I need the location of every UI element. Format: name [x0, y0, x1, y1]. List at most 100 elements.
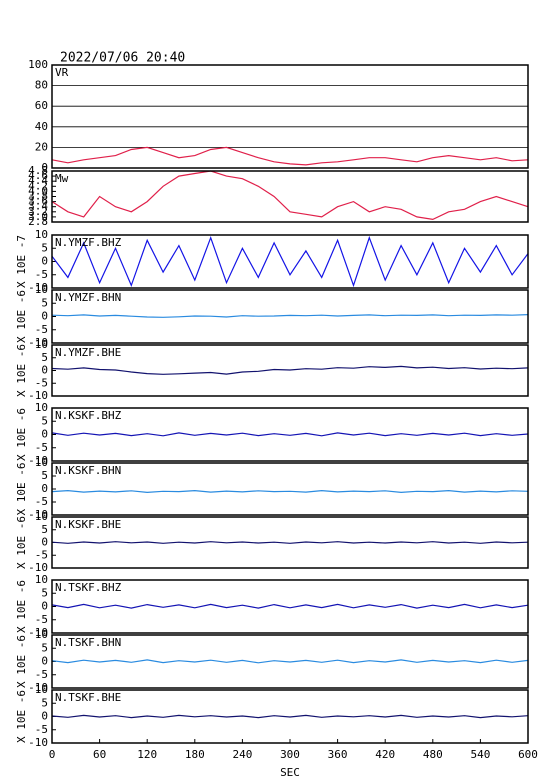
y-tick-label: 0	[41, 600, 48, 613]
y-tick-label: 10	[35, 628, 48, 641]
panel-label: N.TSKF.BHE	[55, 691, 121, 704]
y-tick-label: 0	[41, 710, 48, 723]
y-tick-label: -5	[35, 441, 48, 454]
chart-title: 2022/07/06 20:40	[60, 51, 185, 66]
y-tick-label: -10	[28, 626, 48, 639]
panel-frame	[51, 344, 529, 397]
panel-label: N.TSKF.BHN	[55, 636, 121, 649]
series-line	[51, 365, 529, 375]
y-tick-label: 3.0	[28, 210, 48, 223]
y-tick-label: 5	[41, 586, 48, 599]
x-tick-label: 60	[93, 748, 106, 761]
y-tick-label: -10	[28, 736, 48, 749]
panel-label: N.KSKF.BHE	[55, 518, 121, 531]
y-tick-label: 3.6	[28, 195, 48, 208]
series-line	[51, 541, 529, 544]
y-tick-label: -5	[35, 668, 48, 681]
y-axis-label: X 10E -6	[15, 635, 28, 688]
y-tick-label: -10	[28, 508, 48, 521]
y-tick-label: 0	[41, 428, 48, 441]
y-axis-label: X 10E -7	[15, 235, 28, 288]
y-tick-label: 4.4	[28, 174, 48, 187]
x-tick-label: 360	[328, 748, 348, 761]
y-tick-label: 0	[41, 536, 48, 549]
y-tick-label: -5	[35, 613, 48, 626]
y-tick-label: 60	[35, 99, 48, 112]
y-tick-label: 10	[35, 283, 48, 296]
y-tick-label: -5	[35, 495, 48, 508]
y-tick-label: 40	[35, 120, 48, 133]
y-tick-label: 10	[35, 573, 48, 586]
y-axis-label: X 10E -6	[15, 463, 28, 516]
x-tick-label: 420	[375, 748, 395, 761]
panel-frame	[51, 579, 529, 634]
y-tick-label: 5	[41, 641, 48, 654]
y-tick-label: -5	[35, 548, 48, 561]
series-line	[51, 489, 529, 494]
y-tick-label: 10	[35, 683, 48, 696]
panel-frame	[51, 234, 529, 289]
y-tick-label: 3.8	[28, 190, 48, 203]
y-tick-label: 3.2	[28, 205, 48, 218]
x-tick-label: 180	[185, 748, 205, 761]
x-axis-label: SEC	[280, 766, 300, 779]
y-tick-label: 10	[35, 401, 48, 414]
y-tick-label: 10	[35, 338, 48, 351]
y-tick-label: 5	[41, 469, 48, 482]
y-tick-label: 0	[41, 482, 48, 495]
series-line	[51, 714, 529, 719]
panel-label: N.YMZF.BHE	[55, 346, 121, 359]
panel-frame	[51, 407, 529, 462]
panel-frame	[51, 516, 529, 569]
panel-label: Mw	[55, 172, 69, 185]
y-axis-label: X 10E -6	[15, 408, 28, 461]
series-line	[51, 146, 529, 166]
x-tick-label: 600	[518, 748, 538, 761]
y-tick-label: -10	[28, 561, 48, 574]
y-tick-label: 2.8	[28, 215, 48, 228]
y-tick-label: -10	[28, 389, 48, 402]
panel-label: N.KSKF.BHN	[55, 464, 121, 477]
y-tick-label: -10	[28, 454, 48, 467]
y-tick-label: 10	[35, 510, 48, 523]
panel-label: N.YMZF.BHZ	[55, 236, 122, 249]
y-tick-label: 10	[35, 228, 48, 241]
series-line	[51, 314, 529, 318]
y-tick-label: 20	[35, 140, 48, 153]
x-tick-label: 120	[137, 748, 157, 761]
y-tick-label: 80	[35, 79, 48, 92]
x-tick-label: 240	[232, 748, 252, 761]
y-tick-label: 0	[41, 364, 48, 377]
y-tick-label: -5	[35, 268, 48, 281]
panel-frame	[51, 64, 529, 169]
y-tick-label: 4.8	[28, 164, 48, 177]
y-tick-label: -5	[35, 376, 48, 389]
x-tick-label: 300	[280, 748, 300, 761]
x-tick-label: 540	[470, 748, 490, 761]
y-tick-label: 3.4	[28, 200, 48, 213]
x-tick-label: 0	[49, 748, 56, 761]
y-tick-label: -5	[35, 323, 48, 336]
y-axis-label: X 10E -6	[15, 580, 28, 633]
y-tick-label: 0	[41, 655, 48, 668]
y-axis-label: X 10E -6	[15, 516, 28, 569]
y-tick-label: 5	[41, 296, 48, 309]
panel-frame	[51, 634, 529, 689]
y-tick-label: 10	[35, 456, 48, 469]
y-tick-label: 5	[41, 523, 48, 536]
y-tick-label: 5	[41, 241, 48, 254]
x-tick-label: 480	[423, 748, 443, 761]
y-tick-label: -10	[28, 281, 48, 294]
y-tick-label: 5	[41, 696, 48, 709]
y-tick-label: 5	[41, 351, 48, 364]
y-axis-label: X 10E -6	[15, 690, 28, 743]
y-tick-label: 5	[41, 414, 48, 427]
y-axis-label: X 10E -6	[15, 290, 28, 343]
series-line	[51, 235, 529, 288]
panel-label: N.TSKF.BHZ	[55, 581, 122, 594]
panel-label: VR	[55, 66, 69, 79]
y-axis-label: X 10E -6	[15, 344, 28, 397]
panel-frame	[51, 462, 529, 516]
panel-frame	[51, 170, 529, 223]
